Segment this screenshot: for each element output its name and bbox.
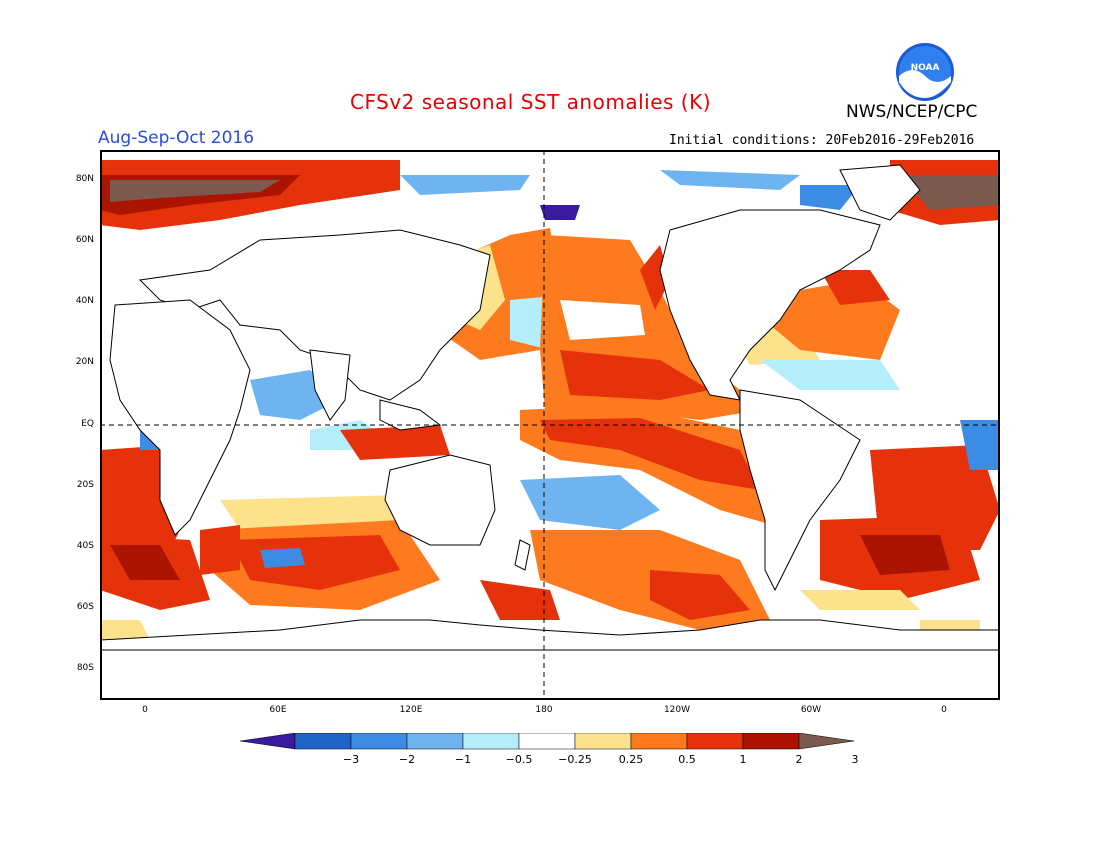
legend-swatch bbox=[406, 733, 464, 750]
initial-conditions: Initial conditions: 20Feb2016-29Feb2016 bbox=[669, 133, 975, 148]
lon-label: 180 bbox=[535, 705, 553, 715]
legend-tick-label: −3 bbox=[342, 753, 360, 766]
map-frame bbox=[100, 150, 1000, 700]
lon-label: 120W bbox=[663, 705, 691, 715]
legend-swatch bbox=[350, 733, 408, 750]
svg-text:NOAA: NOAA bbox=[911, 63, 940, 73]
sst-anomaly-map bbox=[100, 150, 1000, 700]
map-title: CFSv2 seasonal SST anomalies (K) bbox=[350, 90, 711, 114]
legend-tick-label: 0.5 bbox=[678, 753, 696, 766]
legend-tick-label: 3 bbox=[851, 753, 859, 766]
agency-label: NWS/NCEP/CPC bbox=[846, 102, 978, 122]
legend-tick-label: 2 bbox=[795, 753, 803, 766]
lat-label: 20N bbox=[75, 357, 94, 367]
lon-label: 0 bbox=[941, 705, 947, 715]
lat-label: 20S bbox=[76, 480, 94, 490]
legend-tick-label: −0.5 bbox=[505, 753, 533, 766]
legend-tick-label: 1 bbox=[739, 753, 747, 766]
color-legend bbox=[240, 733, 855, 750]
legend-tick-label: 0.25 bbox=[618, 753, 644, 766]
lon-label: 60E bbox=[269, 705, 287, 715]
lat-label: 60S bbox=[76, 602, 94, 612]
lon-label: 120E bbox=[399, 705, 423, 715]
lat-label: 40N bbox=[75, 296, 94, 306]
legend-swatch bbox=[574, 733, 632, 750]
legend-tick-label: −0.25 bbox=[558, 753, 592, 766]
lat-label: 80S bbox=[76, 663, 94, 673]
legend-swatch bbox=[686, 733, 744, 750]
lat-label: 80N bbox=[75, 174, 94, 184]
legend-tick-label: −2 bbox=[398, 753, 416, 766]
lat-label: 40S bbox=[76, 541, 94, 551]
legend-swatch bbox=[630, 733, 688, 750]
legend-swatch bbox=[462, 733, 520, 750]
legend-swatch bbox=[798, 733, 855, 750]
lon-label: 60W bbox=[800, 705, 822, 715]
noaa-logo-icon: NOAA bbox=[896, 43, 954, 101]
lat-label: EQ bbox=[81, 419, 94, 429]
legend-swatch bbox=[518, 733, 576, 750]
forecast-period: Aug-Sep-Oct 2016 bbox=[98, 128, 255, 148]
legend-swatch bbox=[294, 733, 352, 750]
legend-tick-label: −1 bbox=[454, 753, 472, 766]
lat-label: 60N bbox=[75, 235, 94, 245]
legend-swatch bbox=[742, 733, 800, 750]
legend-swatch bbox=[240, 733, 296, 750]
lon-label: 0 bbox=[142, 705, 148, 715]
land-outlines bbox=[100, 164, 1000, 700]
